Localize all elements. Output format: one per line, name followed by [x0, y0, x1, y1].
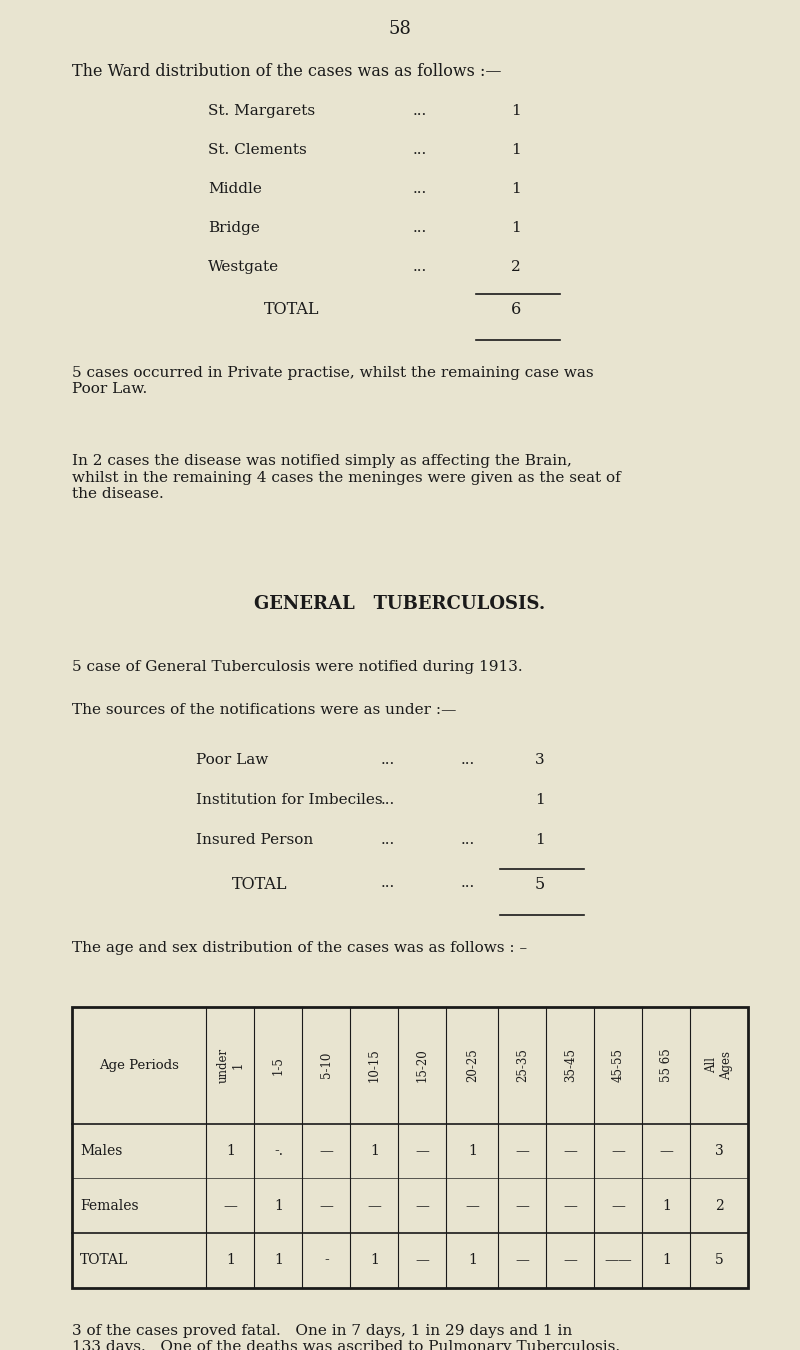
Text: —: —: [611, 1199, 626, 1212]
Text: 1: 1: [370, 1253, 379, 1268]
Text: Females: Females: [80, 1199, 138, 1212]
Text: 1: 1: [274, 1199, 283, 1212]
Text: ——: ——: [605, 1253, 632, 1268]
Text: Insured Person: Insured Person: [196, 833, 314, 848]
Text: 35-45: 35-45: [564, 1048, 577, 1083]
Text: 1: 1: [468, 1253, 477, 1268]
Text: ...: ...: [413, 221, 427, 235]
Text: 58: 58: [389, 19, 411, 38]
Text: 1: 1: [511, 221, 521, 235]
Text: Age Periods: Age Periods: [99, 1058, 179, 1072]
Text: 1: 1: [511, 182, 521, 196]
Text: 3: 3: [715, 1143, 723, 1158]
Text: 1: 1: [226, 1143, 235, 1158]
Text: The sources of the notifications were as under :—: The sources of the notifications were as…: [72, 703, 456, 717]
Text: Males: Males: [80, 1143, 122, 1158]
Text: —: —: [515, 1143, 530, 1158]
Text: -: -: [324, 1253, 329, 1268]
Text: 3: 3: [535, 753, 545, 767]
Text: GENERAL   TUBERCULOSIS.: GENERAL TUBERCULOSIS.: [254, 595, 546, 613]
Text: —: —: [319, 1143, 334, 1158]
Text: —: —: [319, 1199, 334, 1212]
Text: Bridge: Bridge: [208, 221, 260, 235]
Text: ...: ...: [381, 792, 395, 807]
Text: —: —: [563, 1253, 578, 1268]
Text: —: —: [515, 1199, 530, 1212]
Text: ...: ...: [413, 104, 427, 119]
Text: —: —: [611, 1143, 626, 1158]
Text: 1: 1: [274, 1253, 283, 1268]
Text: 15-20: 15-20: [416, 1048, 429, 1081]
Text: 2: 2: [511, 261, 521, 274]
Text: ...: ...: [381, 753, 395, 767]
Text: 5-10: 5-10: [320, 1052, 333, 1079]
Text: 1: 1: [535, 792, 545, 807]
Text: 5 cases occurred in Private practise, whilst the remaining case was
Poor Law.: 5 cases occurred in Private practise, wh…: [72, 366, 594, 396]
Text: 20-25: 20-25: [466, 1048, 479, 1081]
Text: ...: ...: [413, 143, 427, 157]
Text: The Ward distribution of the cases was as follows :—: The Ward distribution of the cases was a…: [72, 62, 502, 80]
Text: —: —: [223, 1199, 238, 1212]
Text: TOTAL: TOTAL: [232, 876, 288, 894]
Text: —: —: [415, 1253, 430, 1268]
Text: 1: 1: [468, 1143, 477, 1158]
Text: 5 case of General Tuberculosis were notified during 1913.: 5 case of General Tuberculosis were noti…: [72, 660, 522, 674]
Text: 1: 1: [511, 143, 521, 157]
Text: ...: ...: [461, 876, 475, 891]
Text: —: —: [563, 1199, 578, 1212]
Text: 2: 2: [715, 1199, 723, 1212]
Text: 1: 1: [226, 1253, 235, 1268]
Text: St. Clements: St. Clements: [208, 143, 306, 157]
Text: —: —: [515, 1253, 530, 1268]
Text: All
Ages: All Ages: [706, 1050, 734, 1080]
Text: 1: 1: [535, 833, 545, 848]
Text: St. Margarets: St. Margarets: [208, 104, 315, 119]
Text: under
1: under 1: [217, 1048, 245, 1083]
Text: ...: ...: [381, 876, 395, 891]
Text: ...: ...: [461, 833, 475, 848]
Text: 25-35: 25-35: [516, 1048, 529, 1083]
Text: 1: 1: [662, 1199, 671, 1212]
Text: 3 of the cases proved fatal.   One in 7 days, 1 in 29 days and 1 in
133 days.   : 3 of the cases proved fatal. One in 7 da…: [72, 1324, 620, 1350]
Text: Poor Law: Poor Law: [196, 753, 268, 767]
Text: 1: 1: [662, 1253, 671, 1268]
Text: 5: 5: [715, 1253, 723, 1268]
Text: 1: 1: [511, 104, 521, 119]
Text: —: —: [415, 1199, 430, 1212]
Text: ...: ...: [381, 833, 395, 848]
Text: 45-55: 45-55: [612, 1048, 625, 1083]
Text: -.: -.: [274, 1143, 283, 1158]
Text: —: —: [563, 1143, 578, 1158]
Text: In 2 cases the disease was notified simply as affecting the Brain,
whilst in the: In 2 cases the disease was notified simp…: [72, 455, 621, 501]
Text: Institution for Imbeciles: Institution for Imbeciles: [196, 792, 382, 807]
Text: TOTAL: TOTAL: [264, 301, 320, 317]
Text: —: —: [415, 1143, 430, 1158]
Text: 1: 1: [370, 1143, 379, 1158]
Text: ...: ...: [413, 261, 427, 274]
Text: 1-5: 1-5: [272, 1056, 285, 1075]
Text: The age and sex distribution of the cases was as follows : –: The age and sex distribution of the case…: [72, 941, 527, 956]
Text: ...: ...: [413, 182, 427, 196]
Text: Middle: Middle: [208, 182, 262, 196]
Text: Westgate: Westgate: [208, 261, 279, 274]
Text: 5: 5: [535, 876, 545, 894]
Text: 6: 6: [511, 301, 521, 317]
Text: —: —: [367, 1199, 382, 1212]
Text: ...: ...: [461, 753, 475, 767]
Text: —: —: [659, 1143, 674, 1158]
Text: 55 65: 55 65: [660, 1048, 673, 1081]
Text: TOTAL: TOTAL: [80, 1253, 128, 1268]
Text: 10-15: 10-15: [368, 1048, 381, 1081]
Text: —: —: [466, 1199, 479, 1212]
